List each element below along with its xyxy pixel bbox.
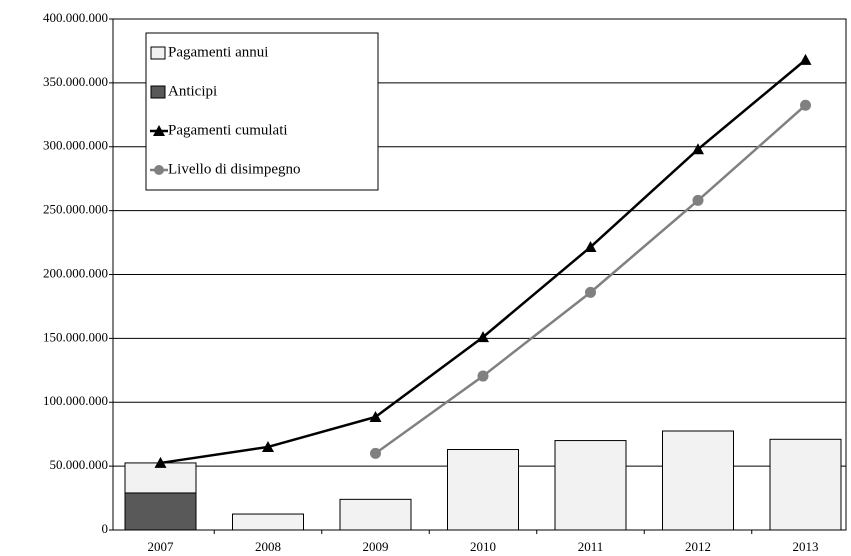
marker bbox=[262, 440, 274, 452]
bar bbox=[554, 440, 627, 531]
y-tick-label: 400.000.000 bbox=[43, 10, 108, 25]
x-tick-label: 2009 bbox=[363, 539, 389, 554]
x-tick-label: 2010 bbox=[470, 539, 496, 554]
y-tick-label: 250.000.000 bbox=[43, 202, 108, 217]
x-tick-label: 2007 bbox=[148, 539, 175, 554]
marker bbox=[477, 370, 489, 382]
marker bbox=[799, 53, 812, 65]
legend-label: Livello di disimpegno bbox=[168, 161, 301, 177]
marker bbox=[800, 99, 811, 111]
marker bbox=[692, 143, 704, 155]
bar bbox=[124, 492, 197, 531]
y-tick-label: 0 bbox=[102, 521, 109, 536]
marker bbox=[692, 194, 704, 206]
x-tick-label: 2011 bbox=[578, 539, 604, 554]
marker bbox=[585, 286, 596, 298]
y-tick-label: 350.000.000 bbox=[43, 74, 108, 89]
marker bbox=[477, 331, 489, 343]
bar bbox=[339, 498, 412, 531]
legend-label: Pagamenti annui bbox=[168, 44, 268, 60]
marker bbox=[369, 410, 382, 422]
bar bbox=[232, 513, 304, 531]
y-tick-label: 150.000.000 bbox=[43, 329, 108, 344]
x-tick-label: 2012 bbox=[685, 539, 711, 554]
y-tick-label: 200.000.000 bbox=[43, 265, 108, 280]
bar bbox=[769, 438, 842, 531]
legend-swatch bbox=[150, 46, 166, 60]
x-tick-label: 2013 bbox=[793, 539, 819, 554]
bar bbox=[662, 430, 734, 531]
legend-label: Anticipi bbox=[168, 83, 217, 99]
y-tick-label: 50.000.000 bbox=[50, 457, 109, 472]
legend-label: Pagamenti cumulati bbox=[168, 122, 288, 138]
x-tick-label: 2008 bbox=[255, 539, 281, 554]
legend-marker bbox=[154, 165, 164, 175]
line bbox=[374, 104, 807, 455]
legend-box bbox=[145, 32, 379, 191]
legend-swatch bbox=[150, 85, 166, 99]
legend-marker bbox=[153, 125, 165, 136]
marker bbox=[584, 241, 597, 253]
marker bbox=[370, 447, 381, 459]
bar bbox=[447, 449, 519, 531]
y-tick-label: 300.000.000 bbox=[43, 138, 108, 153]
bar bbox=[124, 462, 197, 494]
marker bbox=[154, 456, 167, 468]
y-tick-label: 100.000.000 bbox=[43, 393, 108, 408]
